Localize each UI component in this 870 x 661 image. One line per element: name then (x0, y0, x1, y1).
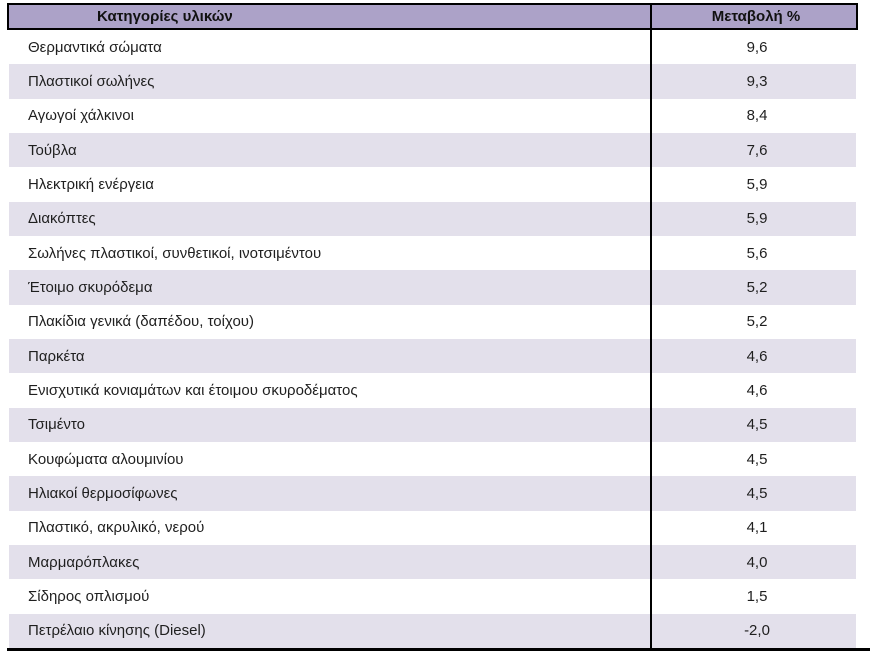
table-row: Παρκέτα 4,6 (9, 338, 856, 374)
table-body: Θερμαντικά σώματα 9,6 Πλαστικοί σωλήνες … (9, 30, 856, 648)
change-value-cell: 9,6 (746, 38, 768, 56)
table-row: Τούβλα 7,6 (9, 132, 856, 168)
change-value-cell: 4,5 (746, 484, 768, 502)
change-value-cell: 7,6 (746, 141, 768, 159)
category-cell: Πετρέλαιο κίνησης (Diesel) (28, 622, 206, 640)
table-row: Κουφώματα αλουμινίου 4,5 (9, 442, 856, 476)
category-cell: Ηλεκτρική ενέργεια (28, 175, 154, 193)
category-cell: Μαρμαρόπλακες (28, 553, 140, 571)
table-row: Θερμαντικά σώματα 9,6 (9, 30, 856, 64)
change-value-cell: 1,5 (746, 587, 768, 605)
table-row: Ενισχυτικά κονιαμάτων και έτοιμου σκυροδ… (9, 373, 856, 407)
table-row: Σίδηρος οπλισμού 1,5 (9, 579, 856, 613)
table-header-row: Κατηγορίες υλικών Μεταβολή % (7, 3, 858, 30)
change-value-cell: 5,9 (746, 175, 768, 193)
change-value-cell: 5,2 (746, 313, 768, 331)
table-row: Διακόπτες 5,9 (9, 201, 856, 236)
table-row: Αγωγοί χάλκινοι 8,4 (9, 99, 856, 133)
category-cell: Πλακίδια γενικά (δαπέδου, τοίχου) (28, 313, 254, 331)
category-cell: Αγωγοί χάλκινοι (28, 107, 134, 125)
change-value-cell: 4,6 (746, 381, 768, 399)
table-row: Τσιμέντο 4,5 (9, 407, 856, 442)
category-cell: Παρκέτα (28, 347, 85, 365)
category-cell: Πλαστικό, ακρυλικό, νερού (28, 519, 205, 537)
table-bottom-border (7, 648, 870, 651)
table-row: Ηλιακοί θερμοσίφωνες 4,5 (9, 476, 856, 511)
table-row: Σωλήνες πλαστικοί, συνθετικοί, ινοτσιμέν… (9, 236, 856, 270)
table-row: Έτοιμο σκυρόδεμα 5,2 (9, 270, 856, 305)
table-row: Πετρέλαιο κίνησης (Diesel) -2,0 (9, 613, 856, 648)
change-value-cell: -2,0 (744, 622, 770, 640)
column-divider (650, 3, 652, 648)
change-value-cell: 4,5 (746, 450, 768, 468)
category-cell: Τσιμέντο (28, 416, 85, 434)
table-row: Πλακίδια γενικά (δαπέδου, τοίχου) 5,2 (9, 305, 856, 339)
change-value-cell: 4,5 (746, 416, 768, 434)
category-cell: Σωλήνες πλαστικοί, συνθετικοί, ινοτσιμέν… (28, 244, 322, 262)
category-cell: Τούβλα (28, 141, 77, 159)
category-cell: Κουφώματα αλουμινίου (28, 450, 184, 468)
table-row: Πλαστικοί σωλήνες 9,3 (9, 64, 856, 99)
table-row: Ηλεκτρική ενέργεια 5,9 (9, 167, 856, 201)
category-cell: Σίδηρος οπλισμού (28, 587, 150, 605)
category-cell: Πλαστικοί σωλήνες (28, 72, 155, 90)
category-cell: Θερμαντικά σώματα (28, 38, 162, 56)
category-cell: Ενισχυτικά κονιαμάτων και έτοιμου σκυροδ… (28, 381, 358, 399)
change-value-cell: 5,9 (746, 210, 768, 228)
change-value-cell: 9,3 (746, 72, 768, 90)
column-header-categories: Κατηγορίες υλικών (97, 8, 233, 25)
change-value-cell: 5,6 (746, 244, 768, 262)
table-row: Μαρμαρόπλακες 4,0 (9, 544, 856, 580)
table-row: Πλαστικό, ακρυλικό, νερού 4,1 (9, 511, 856, 545)
change-value-cell: 8,4 (746, 107, 768, 125)
category-cell: Ηλιακοί θερμοσίφωνες (28, 484, 178, 502)
change-value-cell: 4,1 (746, 519, 768, 537)
column-header-change-percent: Μεταβολή % (711, 8, 801, 25)
category-cell: Έτοιμο σκυρόδεμα (28, 278, 153, 296)
category-cell: Διακόπτες (28, 210, 96, 228)
change-value-cell: 4,6 (746, 347, 768, 365)
change-value-cell: 5,2 (746, 278, 768, 296)
change-value-cell: 4,0 (746, 553, 768, 571)
materials-change-table: Κατηγορίες υλικών Μεταβολή % Θερμαντικά … (7, 3, 858, 648)
